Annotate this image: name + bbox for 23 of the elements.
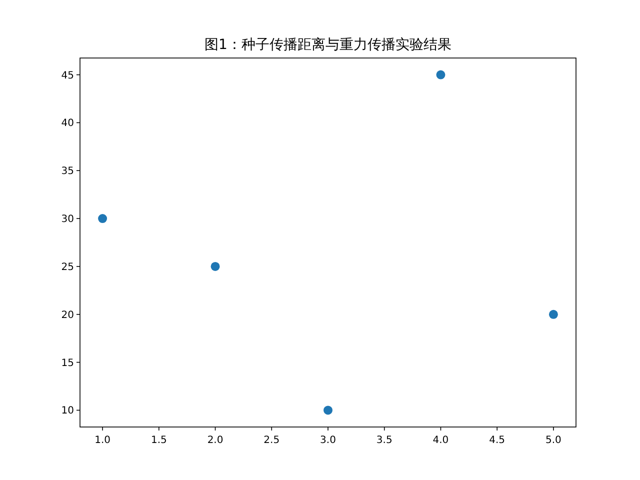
x-tick-label: 1.0 xyxy=(94,435,110,446)
y-tick-label: 35 xyxy=(61,166,74,178)
point xyxy=(324,406,332,415)
y-tick-label: 30 xyxy=(61,214,74,226)
point xyxy=(436,70,446,80)
chart-title: 图1：种子传播距离与重力传播实验结果 xyxy=(204,37,452,53)
x-tick-label: 5.0 xyxy=(546,435,562,446)
y-tick-label: 20 xyxy=(61,310,74,321)
x-tick-label: 2.0 xyxy=(207,435,224,446)
point xyxy=(548,310,558,319)
point xyxy=(210,262,220,271)
x-tick-label: 3.5 xyxy=(376,435,392,446)
y-tick-label: 10 xyxy=(61,406,74,417)
x-tick-label: 4.5 xyxy=(489,435,506,446)
x-tick-label: 4.0 xyxy=(432,435,449,446)
y-tick-label: 40 xyxy=(61,118,74,130)
point xyxy=(98,214,108,224)
y-tick-label: 15 xyxy=(61,358,74,369)
x-tick-label: 2.5 xyxy=(264,435,280,446)
x-tick-label: 3.0 xyxy=(320,435,336,446)
x-tick-label: 1.5 xyxy=(150,435,167,446)
y-tick-label: 45 xyxy=(61,70,74,82)
y-tick-label: 25 xyxy=(61,262,74,273)
